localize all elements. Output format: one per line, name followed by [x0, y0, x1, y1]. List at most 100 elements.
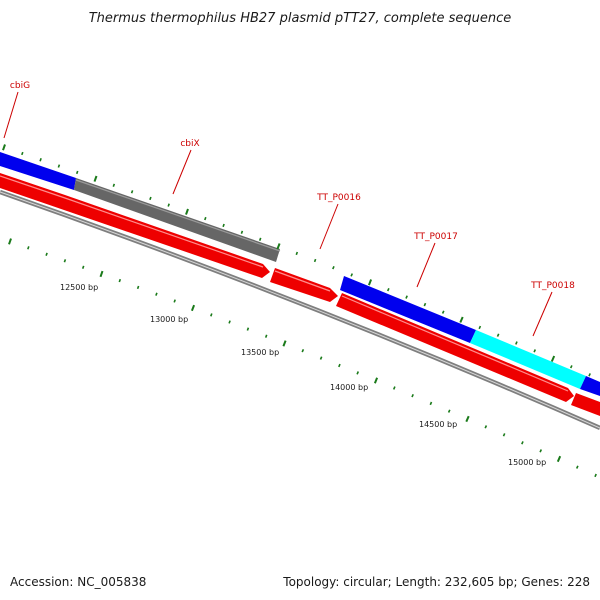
scale-label-13000: 13000 bp — [150, 315, 188, 324]
upper-row-tick — [423, 302, 427, 307]
lower-row-tick — [338, 363, 341, 368]
upper-row-tick — [386, 287, 390, 292]
gene-label-group-TT_P0017[interactable]: TT_P0017 — [413, 232, 458, 288]
upper-row-tick — [39, 158, 42, 162]
scale-label-14500: 14500 bp — [419, 420, 457, 429]
upper-row-tick — [149, 196, 152, 201]
lower-row-tick — [136, 285, 140, 290]
backbone-inner — [0, 191, 600, 429]
topology-summary-text: Topology: circular; Length: 232,605 bp; … — [282, 575, 590, 589]
backbone-outer — [0, 189, 600, 431]
lower-row-tick — [447, 409, 451, 413]
lower-row-tick — [282, 340, 287, 347]
upper-row-tick — [130, 190, 134, 194]
upper-row-tick — [533, 349, 537, 353]
scale-ticks — [2, 144, 597, 478]
gene-label-TT_P0018: TT_P0018 — [530, 281, 575, 291]
gene-label-TT_P0016: TT_P0016 — [316, 193, 361, 203]
lower-row-tick — [246, 327, 250, 331]
upper-row-tick — [515, 341, 518, 345]
lower-row-tick — [155, 292, 158, 296]
upper-row-tick — [112, 183, 116, 187]
upper-row-tick — [167, 203, 170, 207]
lower-row-tick — [190, 304, 196, 312]
upper-row-tick — [332, 265, 335, 270]
lower-row-tick — [594, 473, 597, 478]
lower-row-tick — [556, 455, 562, 463]
gene-label-group-TT_P0016[interactable]: TT_P0016 — [316, 193, 361, 250]
lower-row-tick — [484, 425, 488, 429]
upper-row-tick — [2, 144, 6, 151]
lower-row-tick — [373, 377, 379, 384]
upper-row-tick — [441, 310, 445, 314]
gene-label-group-cbiX[interactable]: cbiX — [172, 139, 200, 195]
upper-row-tick — [75, 170, 79, 175]
upper-row-tick — [405, 295, 408, 299]
lower-row-tick — [575, 465, 579, 469]
map-title: Thermus thermophilus HB27 plasmid pTT27,… — [89, 11, 512, 26]
reverse-gene-band-4 — [571, 393, 600, 416]
reverse-gene-band-2-highlight — [274, 270, 331, 292]
lower-row-tick — [27, 246, 30, 250]
scale-label-13500: 13500 bp — [241, 348, 279, 357]
reverse-gene-band-1 — [0, 173, 270, 278]
reverse-gene-band-1-highlight — [0, 175, 264, 268]
upper-row-tick — [295, 251, 299, 256]
forward-gene-band-2 — [340, 276, 476, 343]
lower-row-tick — [539, 449, 543, 453]
lower-row-tick — [356, 371, 360, 375]
upper-row-tick — [459, 316, 464, 323]
lower-row-tick — [8, 238, 12, 245]
upper-row-tick — [550, 355, 556, 362]
rna-gene-band — [470, 330, 586, 389]
other-gene-band — [74, 178, 280, 262]
gene-label-group-cbiG[interactable]: cbiG — [3, 81, 30, 139]
upper-row-tick — [313, 258, 317, 263]
scale-labels: 12500 bp 13000 bp 13500 bp 14000 bp 1450… — [60, 283, 546, 467]
lower-row-tick — [228, 320, 231, 324]
upper-row-tick — [240, 230, 244, 234]
lower-row-tick — [63, 259, 67, 263]
lower-row-tick — [45, 252, 48, 256]
lower-row-tick — [502, 433, 506, 437]
lower-row-tick — [392, 386, 396, 390]
upper-row-tick — [569, 365, 573, 369]
lower-row-tick — [465, 415, 470, 423]
upper-row-tick — [350, 273, 354, 277]
lower-row-tick — [411, 393, 414, 398]
scale-label-14000: 14000 bp — [330, 383, 368, 392]
gene-label-cbiX: cbiX — [180, 139, 199, 149]
upper-row-tick — [478, 325, 482, 330]
upper-row-tick — [21, 151, 24, 156]
gene-label-group-TT_P0018[interactable]: TT_P0018 — [530, 281, 575, 337]
upper-row-tick — [588, 373, 591, 377]
upper-row-tick — [57, 164, 61, 168]
lower-row-tick — [118, 278, 122, 283]
lower-row-tick — [429, 401, 433, 406]
lower-row-tick — [319, 356, 323, 360]
upper-row-tick — [276, 243, 281, 250]
accession-text: Accession: NC_005838 — [10, 575, 146, 589]
forward-gene-band-1 — [0, 152, 76, 190]
upper-row-tick — [367, 279, 373, 286]
lower-row-tick — [81, 265, 85, 269]
forward-gene-band-3 — [580, 376, 600, 396]
reverse-gene-band-2 — [270, 268, 338, 302]
upper-row-tick — [496, 333, 500, 337]
upper-row-tick — [93, 175, 98, 182]
gene-label-TT_P0017: TT_P0017 — [413, 232, 458, 242]
lower-row-tick — [210, 313, 213, 317]
lower-row-tick — [99, 270, 104, 278]
reverse-gene-band-3-highlight — [341, 295, 569, 392]
upper-row-tick — [204, 216, 207, 221]
lower-row-tick — [264, 334, 268, 338]
scale-label-15000: 15000 bp — [508, 458, 546, 467]
gene-label-cbiG: cbiG — [10, 81, 30, 91]
reverse-gene-band-3 — [336, 293, 574, 402]
other-gene-band-highlight — [75, 179, 281, 252]
upper-row-tick — [222, 223, 225, 228]
scale-label-12500: 12500 bp — [60, 283, 98, 292]
upper-row-tick — [185, 208, 189, 215]
lower-row-tick — [173, 299, 176, 303]
